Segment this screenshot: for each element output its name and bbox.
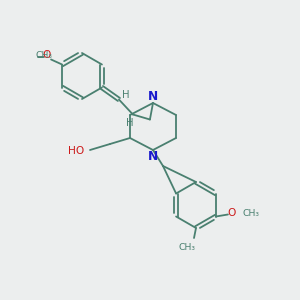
- Text: O: O: [42, 50, 50, 61]
- Text: N: N: [148, 91, 158, 103]
- Text: HO: HO: [68, 146, 84, 156]
- Text: O: O: [228, 208, 236, 218]
- Text: H: H: [122, 91, 130, 100]
- Text: CH₃: CH₃: [35, 51, 52, 60]
- Text: N: N: [148, 149, 158, 163]
- Text: H: H: [126, 118, 134, 128]
- Text: CH₃: CH₃: [243, 209, 260, 218]
- Text: CH₃: CH₃: [178, 242, 196, 251]
